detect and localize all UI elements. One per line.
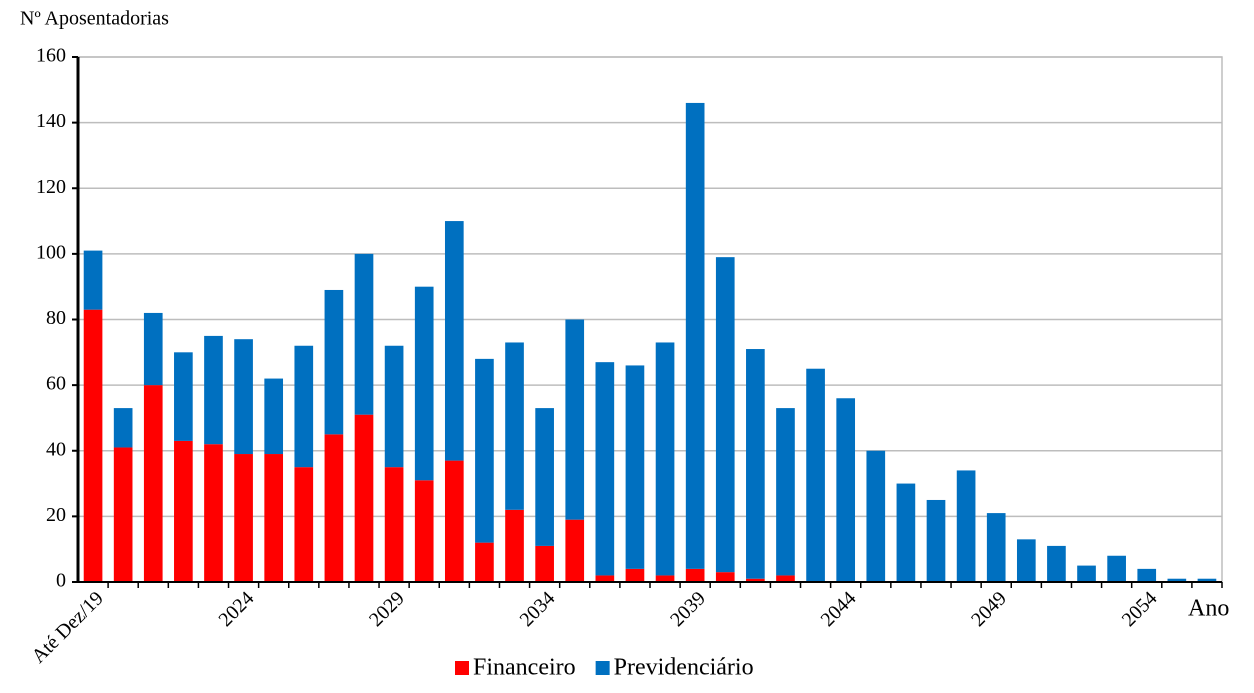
bar-segment: [776, 408, 795, 576]
bar-segment: [806, 368, 825, 582]
y-tick-label: 40: [46, 438, 66, 460]
y-axis-title: Nº Aposentadorias: [20, 8, 169, 30]
y-tick-label: 140: [36, 110, 66, 132]
bar-segment: [384, 467, 404, 582]
bar-segment: [444, 221, 464, 461]
bar-segment: [565, 519, 585, 582]
y-tick-label: 100: [36, 241, 66, 263]
bar-segment: [535, 408, 554, 546]
bar-segment: [324, 289, 344, 435]
bar-segment: [1197, 578, 1217, 582]
x-tick-label: 2054: [1118, 587, 1162, 631]
bar-segment: [595, 362, 615, 576]
bar-segment: [414, 286, 434, 481]
bar-segment: [204, 444, 223, 582]
y-tick-label: 120: [36, 176, 66, 198]
bar-segment: [746, 349, 765, 579]
bar-segment: [926, 499, 946, 582]
bar-segment: [956, 470, 976, 582]
legend-swatch: [595, 661, 610, 675]
bar-segment: [1137, 568, 1157, 582]
bar-segment: [565, 319, 585, 520]
bar-segment: [324, 434, 344, 582]
x-tick-label: Até Dez/19: [27, 587, 107, 667]
bar-segment: [174, 352, 193, 441]
bar-segment: [294, 345, 314, 468]
bar-segment: [204, 335, 223, 445]
bar-segment: [685, 568, 705, 582]
bar-segment: [1077, 565, 1096, 582]
x-tick-label: 2039: [666, 587, 710, 631]
y-tick-label: 20: [46, 504, 66, 526]
bar-segment: [354, 414, 374, 582]
bar-segment: [655, 342, 675, 576]
bar-segment: [595, 575, 615, 582]
x-tick-label: 2049: [967, 587, 1011, 631]
bar-segment: [625, 568, 645, 582]
bar-segment: [234, 339, 253, 455]
bar-segment: [715, 257, 735, 573]
x-tick-label: 2044: [817, 587, 861, 631]
legend-label: Financeiro: [473, 655, 576, 681]
y-tick-label: 160: [36, 45, 66, 67]
bar-segment: [414, 480, 434, 582]
y-tick-label: 80: [46, 307, 66, 329]
bar-segment: [294, 467, 314, 582]
bar-segment: [83, 309, 103, 582]
bar-segment: [866, 450, 886, 582]
legend-swatch: [455, 661, 469, 675]
bar-segment: [1107, 555, 1126, 582]
bar-segment: [505, 509, 524, 582]
bar-segment: [113, 447, 133, 582]
bar-segment: [174, 440, 193, 582]
bar-segment: [83, 250, 103, 310]
bar-segment: [625, 365, 645, 569]
bar-segment: [234, 454, 253, 582]
bar-segment: [896, 483, 916, 582]
bar-segment: [655, 575, 675, 582]
bar-segment: [143, 385, 163, 582]
legend-label: Previdenciário: [614, 655, 754, 681]
bar-segment: [685, 102, 705, 569]
y-tick-label: 0: [56, 570, 66, 592]
bar-segment: [354, 253, 374, 415]
bar-segment: [264, 378, 284, 455]
bar-segment: [264, 454, 284, 582]
bar-segment: [475, 542, 494, 582]
x-tick-label: 2034: [516, 587, 560, 631]
bar-segment: [746, 578, 765, 582]
x-tick-label: 2029: [365, 587, 409, 631]
bar-segment: [986, 513, 1006, 582]
bar-segment: [836, 398, 856, 582]
bar-segment: [776, 575, 795, 582]
bar-segment: [1167, 578, 1187, 582]
x-axis-title: Ano: [1188, 596, 1229, 622]
bar-segment: [535, 545, 554, 582]
bar-segment: [444, 460, 464, 582]
bar-segment: [113, 408, 133, 448]
x-tick-label: 2024: [215, 587, 259, 631]
bar-segment: [1047, 545, 1066, 582]
bar-segment: [505, 342, 524, 510]
bar-segment: [384, 345, 404, 468]
bar-segment: [143, 312, 163, 386]
y-tick-label: 60: [46, 373, 66, 395]
bar-segment: [1016, 539, 1036, 582]
bar-segment: [715, 572, 735, 582]
bar-segment: [475, 358, 494, 543]
